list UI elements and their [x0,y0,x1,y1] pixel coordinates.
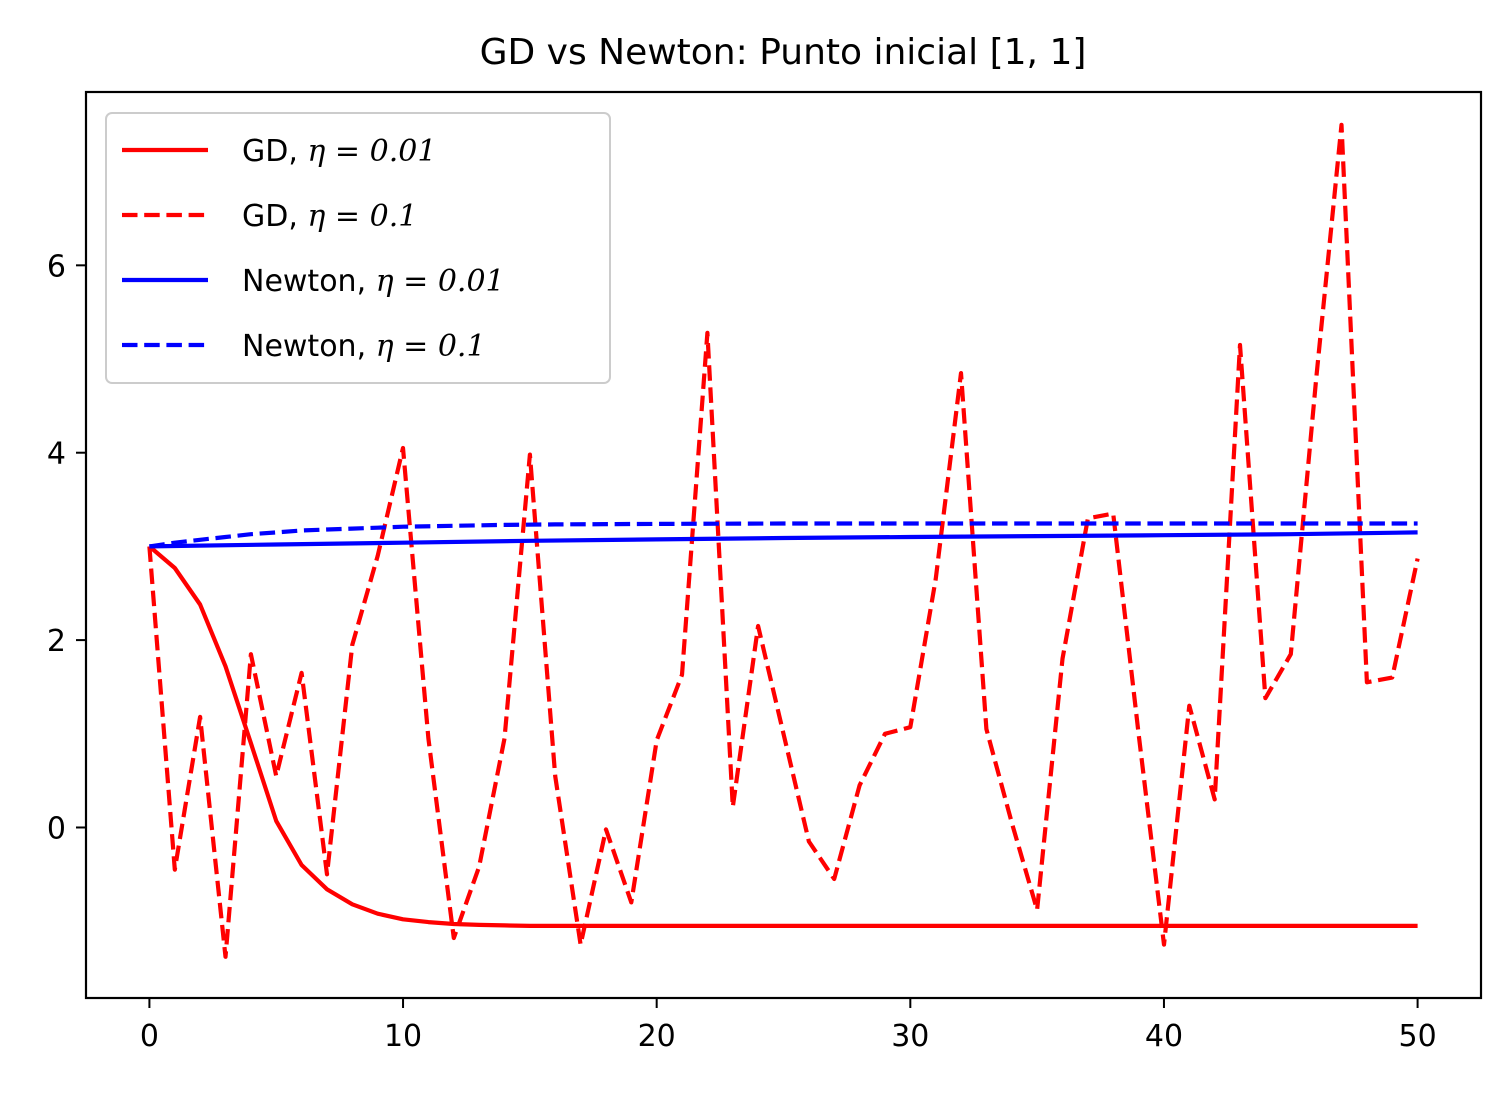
y-tick-label: 0 [47,811,66,846]
x-tick-label: 20 [638,1019,676,1054]
x-tick-label: 10 [384,1019,422,1054]
legend-box [105,112,611,384]
legend: GD, η = 0.01 GD, η = 0.1 Newton, η = 0.01 N… [105,112,611,384]
y-axis-ticks: 0 2 4 6 [47,249,86,846]
y-tick-label: 6 [47,249,66,284]
legend-label-3: Newton, η = 0.01 [242,264,505,299]
y-tick-label: 2 [47,624,66,659]
legend-label-4: Newton, η = 0.1 [242,329,486,364]
series-line-2 [147,122,1420,959]
x-tick-label: 30 [891,1019,929,1054]
series-line-3 [149,530,1418,549]
x-tick-label: 0 [140,1019,159,1054]
legend-label-2: GD, η = 0.1 [242,199,417,234]
chart-title: GD vs Newton: Punto inicial [1, 1] [480,32,1087,73]
legend-label-1: GD, η = 0.01 [242,134,436,169]
x-tick-label: 50 [1398,1019,1436,1054]
x-axis-ticks: 0 10 20 30 40 50 [140,998,1437,1054]
y-tick-label: 4 [47,437,66,472]
x-tick-label: 40 [1145,1019,1183,1054]
series-layer [147,122,1420,959]
series-line-1 [148,544,1418,929]
plot-frame [84,90,1483,1000]
series-line-4 [149,521,1418,549]
